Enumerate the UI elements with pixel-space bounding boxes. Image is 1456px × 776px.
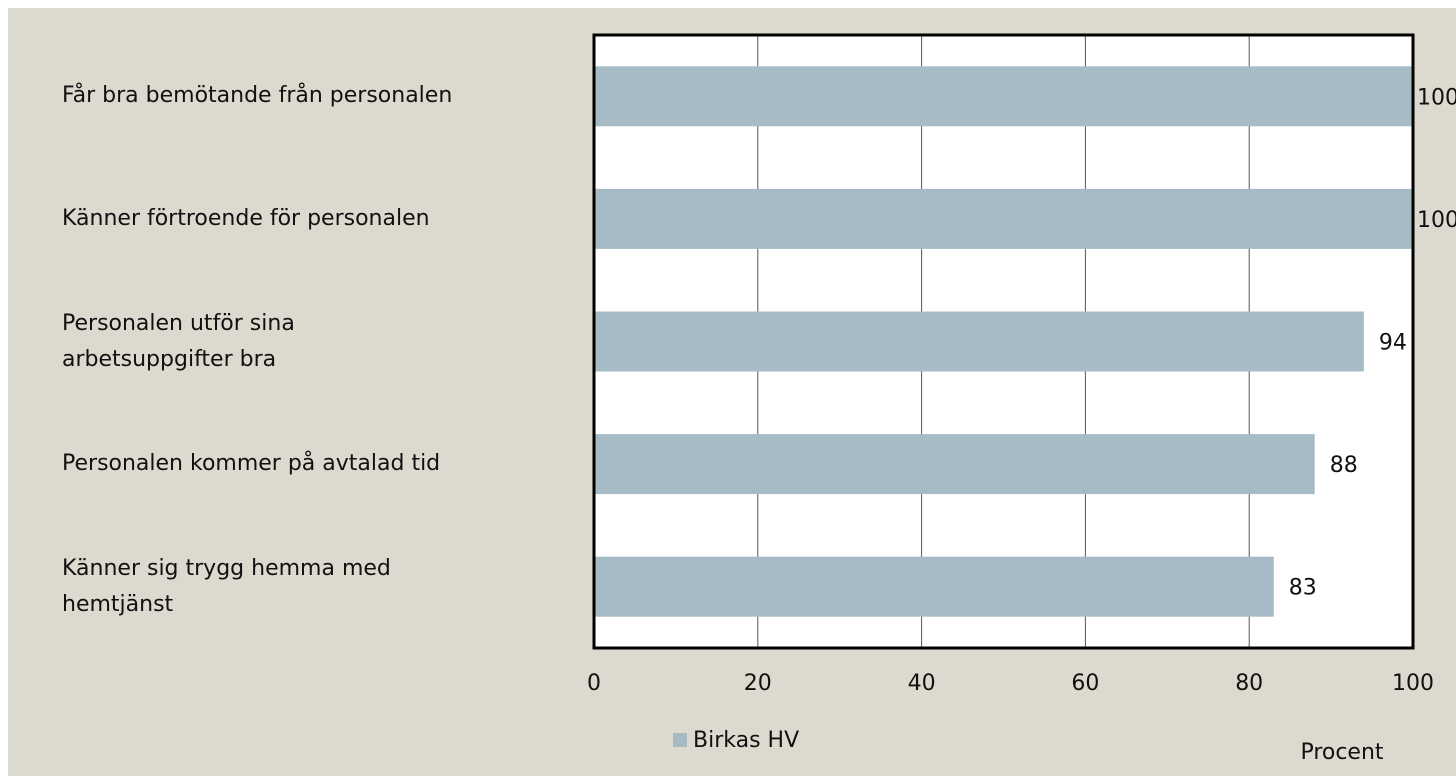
data-label: 83 xyxy=(1289,576,1317,601)
data-label: 100 xyxy=(1417,85,1456,110)
bar xyxy=(594,434,1315,495)
y-tick-label: Känner förtroende för personalen xyxy=(62,205,430,231)
x-tick-label: 100 xyxy=(1392,671,1434,696)
y-tick-label: Får bra bemötande från personalen xyxy=(62,83,453,109)
x-tick-label: 20 xyxy=(744,671,772,696)
legend-label: Birkas HV xyxy=(693,728,799,753)
bar xyxy=(594,311,1364,372)
legend-swatch xyxy=(673,733,687,747)
plot-border xyxy=(592,33,1415,650)
bar xyxy=(594,188,1413,249)
bar xyxy=(594,556,1274,617)
x-tick-label: 60 xyxy=(1071,671,1099,696)
x-tick-label: 0 xyxy=(587,671,601,696)
y-tick-label: Personalen utför sina arbetsuppgifter br… xyxy=(62,310,295,372)
y-tick-label: Känner sig trygg hemma med hemtjänst xyxy=(62,555,391,617)
bar xyxy=(594,66,1413,127)
data-label: 94 xyxy=(1379,331,1407,356)
data-label: 88 xyxy=(1330,453,1358,478)
x-tick-label: 40 xyxy=(908,671,936,696)
data-label: 100 xyxy=(1417,208,1456,233)
y-tick-label: Personalen kommer på avtalad tid xyxy=(62,451,441,477)
x-tick-label: 80 xyxy=(1235,671,1263,696)
x-axis-title: Procent xyxy=(1300,740,1383,765)
